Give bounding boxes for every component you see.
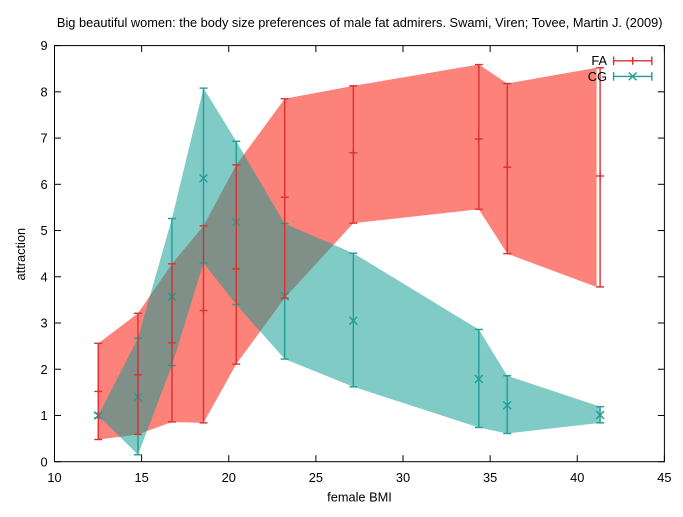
svg-text:7: 7: [40, 131, 47, 146]
svg-text:35: 35: [483, 470, 497, 485]
svg-text:10: 10: [47, 470, 61, 485]
svg-text:attraction: attraction: [13, 228, 28, 281]
svg-text:CG: CG: [588, 69, 607, 84]
svg-text:6: 6: [40, 177, 47, 192]
svg-text:0: 0: [40, 454, 47, 469]
svg-text:1: 1: [40, 408, 47, 423]
svg-text:30: 30: [396, 470, 410, 485]
svg-text:40: 40: [570, 470, 584, 485]
svg-text:25: 25: [309, 470, 323, 485]
svg-text:8: 8: [40, 84, 47, 99]
svg-text:5: 5: [40, 223, 47, 238]
svg-text:3: 3: [40, 316, 47, 331]
svg-text:Big beautiful women: the body: Big beautiful women: the body size prefe…: [57, 15, 663, 30]
svg-text:20: 20: [222, 470, 236, 485]
svg-text:female BMI: female BMI: [327, 490, 392, 505]
svg-text:2: 2: [40, 362, 47, 377]
svg-text:15: 15: [134, 470, 148, 485]
svg-text:FA: FA: [591, 53, 607, 68]
svg-text:4: 4: [40, 269, 47, 284]
svg-text:9: 9: [40, 38, 47, 53]
svg-text:45: 45: [657, 470, 671, 485]
